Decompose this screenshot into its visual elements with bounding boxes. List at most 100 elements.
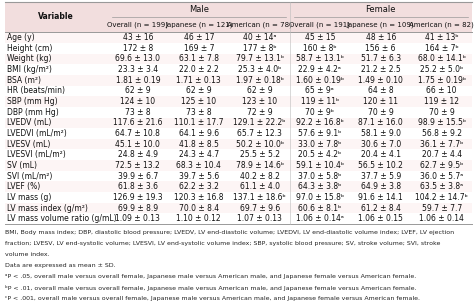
Text: 126.9 ± 19.3: 126.9 ± 19.3 [113,193,163,202]
Text: 1.09 ± 0.13: 1.09 ± 0.13 [116,214,160,223]
Bar [230,150,290,160]
Text: 36.1 ± 7.7ᵇ: 36.1 ± 7.7ᵇ [420,140,463,149]
Text: 59.1 ± 10.4ᵇ: 59.1 ± 10.4ᵇ [296,161,344,170]
Text: 22.0 ± 2.2: 22.0 ± 2.2 [179,65,219,74]
Text: 24.8 ± 4.9: 24.8 ± 4.9 [118,150,158,159]
Text: volume index.: volume index. [5,252,49,257]
Text: 63.1 ± 7.8: 63.1 ± 7.8 [179,54,219,63]
Text: 1.49 ± 0.10: 1.49 ± 0.10 [358,76,403,85]
Bar [350,171,411,181]
Text: Variable: Variable [38,12,74,21]
Bar [290,128,350,139]
Bar [5,86,108,96]
Text: 91.6 ± 14.1: 91.6 ± 14.1 [358,193,403,202]
Bar [350,64,411,75]
Text: 68.3 ± 10.4: 68.3 ± 10.4 [176,161,221,170]
Text: 87.1 ± 16.0: 87.1 ± 16.0 [358,118,403,127]
Bar [108,2,290,17]
Bar [350,192,411,203]
Text: 129.1 ± 22.2ᵇ: 129.1 ± 22.2ᵇ [234,118,286,127]
Bar [290,86,350,96]
Bar [350,160,411,171]
Bar [411,128,472,139]
Bar [290,139,350,150]
Text: 73 ± 8: 73 ± 8 [186,108,211,117]
Bar [5,118,108,128]
Bar [290,75,350,86]
Text: 164 ± 7ᵇ: 164 ± 7ᵇ [425,44,458,53]
Bar [350,32,411,43]
Bar [290,43,350,53]
Text: 125 ± 10: 125 ± 10 [181,97,216,106]
Text: LVEF (%): LVEF (%) [7,182,40,191]
Bar [5,2,108,32]
Bar [108,43,168,53]
Bar [108,32,168,43]
Bar [290,203,350,213]
Text: 62.7 ± 9.5ᵇ: 62.7 ± 9.5ᵇ [420,161,463,170]
Text: 63.5 ± 3.8ᵃ: 63.5 ± 3.8ᵃ [420,182,463,191]
Text: BMI (kg/m²): BMI (kg/m²) [7,65,52,74]
Text: 137.1 ± 18.6ᵇ: 137.1 ± 18.6ᵇ [233,193,286,202]
Bar [168,96,230,107]
Bar [230,139,290,150]
Bar [411,75,472,86]
Text: 177 ± 8ᵇ: 177 ± 8ᵇ [243,44,276,53]
Text: 124 ± 10: 124 ± 10 [120,97,155,106]
Bar [290,150,350,160]
Text: 30.6 ± 7.0: 30.6 ± 7.0 [361,140,401,149]
Text: 123 ± 10: 123 ± 10 [242,97,277,106]
Text: 120 ± 11: 120 ± 11 [363,97,398,106]
Text: 58.1 ± 9.0: 58.1 ± 9.0 [361,129,401,138]
Bar [411,86,472,96]
Bar [230,64,290,75]
Text: 70.0 ± 8.4: 70.0 ± 8.4 [179,204,219,213]
Bar [350,150,411,160]
Text: LVEDVI (mL/m²): LVEDVI (mL/m²) [7,129,67,138]
Bar [5,96,108,107]
Text: 120.3 ± 16.8: 120.3 ± 16.8 [174,193,224,202]
Bar [411,118,472,128]
Bar [5,64,108,75]
Bar [5,181,108,192]
Text: 1.10 ± 0.12: 1.10 ± 0.12 [176,214,221,223]
Bar [411,107,472,118]
Text: 64.9 ± 3.8: 64.9 ± 3.8 [361,182,401,191]
Bar [5,32,108,43]
Text: Height (cm): Height (cm) [7,44,53,53]
Bar [168,160,230,171]
Text: 62 ± 9: 62 ± 9 [247,86,273,95]
Text: 64.3 ± 3.8ᵇ: 64.3 ± 3.8ᵇ [298,182,341,191]
Bar [108,86,168,96]
Bar [230,203,290,213]
Text: 64.1 ± 9.6: 64.1 ± 9.6 [179,129,219,138]
Bar [230,192,290,203]
Text: Weight (kg): Weight (kg) [7,54,52,63]
Text: 33.0 ± 7.8ᵇ: 33.0 ± 7.8ᵇ [298,140,341,149]
Bar [108,171,168,181]
Bar [350,86,411,96]
Bar [230,128,290,139]
Bar [230,171,290,181]
Text: 104.2 ± 14.7ᵇ: 104.2 ± 14.7ᵇ [415,193,468,202]
Bar [230,17,290,32]
Bar [168,75,230,86]
Text: 97.0 ± 15.8ᵇ: 97.0 ± 15.8ᵇ [296,193,344,202]
Bar [411,96,472,107]
Bar [108,17,168,32]
Bar [290,192,350,203]
Text: 61.1 ± 4.0: 61.1 ± 4.0 [240,182,280,191]
Bar [230,86,290,96]
Text: 41 ± 13ᵇ: 41 ± 13ᵇ [425,33,458,42]
Bar [230,160,290,171]
Bar [411,53,472,64]
Bar [108,128,168,139]
Bar [168,107,230,118]
Text: 70 ± 9: 70 ± 9 [368,108,393,117]
Bar [290,118,350,128]
Bar [108,139,168,150]
Text: 92.2 ± 16.8ᵇ: 92.2 ± 16.8ᵇ [296,118,344,127]
Bar [5,139,108,150]
Text: 62 ± 9: 62 ± 9 [186,86,211,95]
Bar [230,181,290,192]
